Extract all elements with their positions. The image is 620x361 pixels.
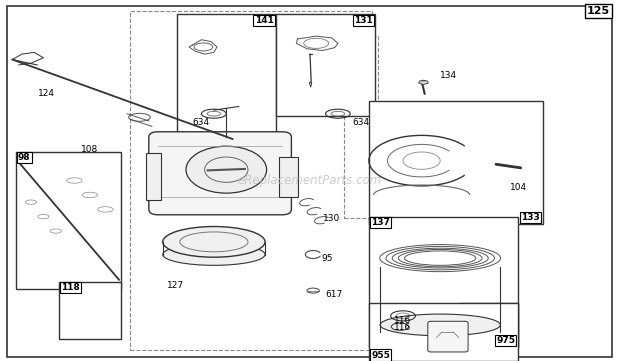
Bar bbox=[369, 217, 518, 347]
Bar bbox=[459, 303, 518, 347]
FancyBboxPatch shape bbox=[149, 132, 291, 215]
Text: 617: 617 bbox=[325, 290, 342, 299]
Text: 133: 133 bbox=[521, 213, 540, 222]
Text: 955: 955 bbox=[371, 351, 390, 360]
Bar bbox=[369, 101, 542, 224]
Text: 104: 104 bbox=[510, 183, 527, 192]
Bar bbox=[130, 11, 372, 350]
Text: 131: 131 bbox=[354, 16, 373, 25]
Polygon shape bbox=[418, 81, 428, 84]
Text: 130: 130 bbox=[323, 214, 340, 223]
Circle shape bbox=[186, 146, 267, 193]
Bar bbox=[369, 303, 518, 361]
Ellipse shape bbox=[162, 244, 265, 265]
Text: 634: 634 bbox=[352, 118, 370, 127]
Text: 634: 634 bbox=[192, 118, 210, 127]
Text: 116: 116 bbox=[394, 316, 412, 325]
Text: 975: 975 bbox=[496, 336, 515, 345]
Bar bbox=[177, 14, 276, 152]
Text: 141: 141 bbox=[255, 16, 273, 25]
Bar bbox=[276, 14, 375, 116]
Text: 98: 98 bbox=[18, 153, 30, 162]
Text: eReplacementParts.com: eReplacementParts.com bbox=[238, 174, 382, 187]
Text: 124: 124 bbox=[38, 90, 55, 98]
Text: 108: 108 bbox=[81, 145, 98, 154]
FancyBboxPatch shape bbox=[428, 321, 468, 352]
Text: 95: 95 bbox=[322, 254, 333, 262]
Bar bbox=[344, 36, 378, 218]
Polygon shape bbox=[309, 82, 312, 87]
Text: 125: 125 bbox=[587, 6, 610, 16]
Ellipse shape bbox=[380, 314, 500, 336]
Text: 116: 116 bbox=[394, 323, 412, 332]
Ellipse shape bbox=[162, 227, 265, 257]
Bar bbox=[146, 153, 161, 200]
Text: 134: 134 bbox=[440, 71, 458, 80]
Bar bbox=[59, 282, 121, 339]
Text: 118: 118 bbox=[61, 283, 80, 292]
Text: 127: 127 bbox=[167, 281, 185, 290]
Text: 137: 137 bbox=[371, 218, 390, 227]
Bar bbox=[279, 157, 298, 197]
Bar bbox=[16, 152, 121, 289]
